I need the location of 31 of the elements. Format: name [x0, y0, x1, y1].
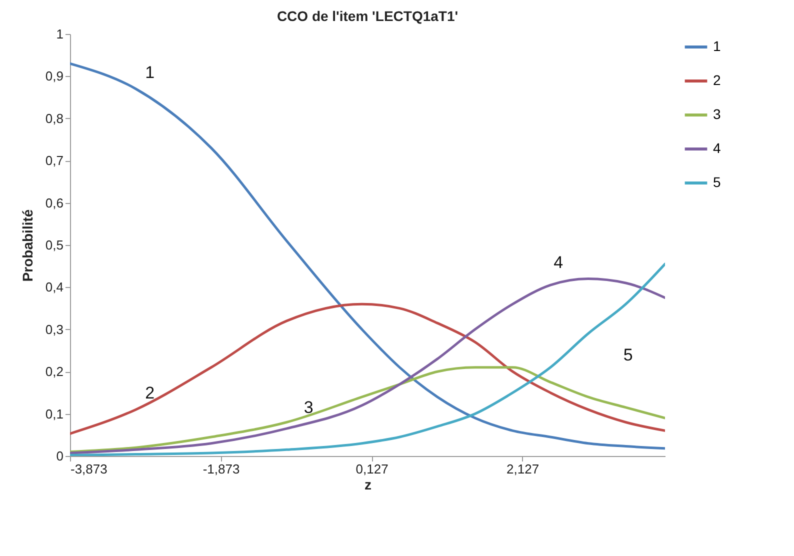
line-series: [70, 366, 665, 454]
legend-label: 5: [713, 174, 721, 190]
x-tick-label: -3,873: [70, 462, 108, 476]
x-axis-title: z: [364, 476, 372, 492]
y-tick-label: 0,5: [45, 238, 64, 252]
line-series: [70, 62, 665, 450]
legend-label: 3: [713, 106, 721, 122]
legend-label: 2: [713, 72, 721, 88]
y-tick-label: 0,8: [45, 110, 64, 126]
annotation: 4: [554, 253, 564, 272]
y-axis-title: Probabilité: [19, 209, 36, 282]
annotation: 5: [623, 346, 633, 365]
y-tick-label: 0: [56, 448, 64, 464]
y-tick-label: 1: [56, 26, 64, 42]
x-tick-label: 0,127: [356, 462, 388, 476]
annotation: 2: [145, 384, 155, 403]
annotation: 1: [145, 62, 155, 82]
y-tick-label: 0,3: [45, 322, 64, 337]
chart-title: CCO de l'item 'LECTQ1aT1': [276, 8, 458, 24]
x-tick-label: -1,873: [202, 462, 240, 476]
legend-label: 1: [713, 38, 721, 54]
y-tick-label: 0,9: [45, 68, 64, 84]
y-tick-label: 0,6: [45, 195, 64, 210]
x-tick-label: 2,127: [506, 462, 540, 476]
legend-label: 4: [713, 140, 721, 156]
y-tick-label: 0,2: [45, 364, 64, 380]
line-series: [70, 302, 665, 435]
y-tick-label: 0,7: [45, 153, 64, 168]
y-tick-label: 0,4: [45, 280, 64, 295]
annotation: 3: [304, 398, 314, 418]
y-tick-label: 0,1: [45, 406, 64, 422]
